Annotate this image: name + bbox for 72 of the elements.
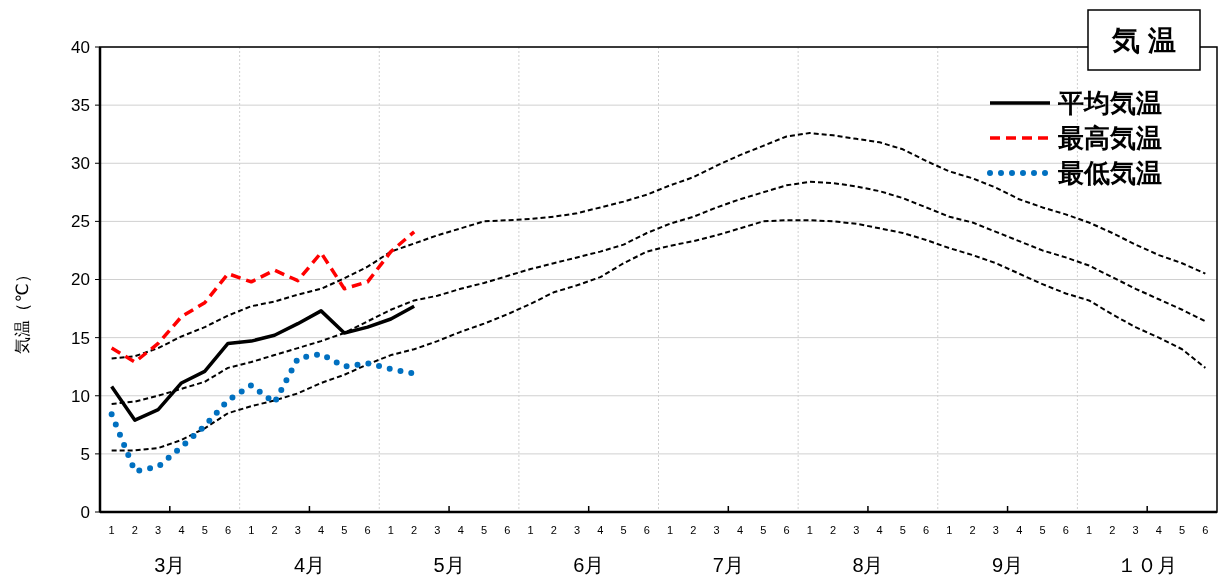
x-tick-label: 1: [387, 524, 394, 536]
x-tick-label: 4: [1016, 524, 1023, 536]
text: 8月: [852, 554, 884, 576]
y-tick-label: 10: [71, 386, 90, 406]
x-tick-label: 6: [1202, 524, 1209, 536]
x-tick-label: 3: [294, 524, 301, 536]
x-tick-label: 2: [550, 524, 557, 536]
x-tick-label: 4: [876, 524, 883, 536]
x-tick-label: 1: [806, 524, 813, 536]
y-axis-title: 気温（℃）: [13, 266, 32, 354]
x-tick-label: 3: [155, 524, 162, 536]
x-tick-label: 1: [248, 524, 255, 536]
x-tick-label: 6: [224, 524, 232, 536]
text: 7月: [712, 554, 744, 576]
x-tick-label: 1: [108, 524, 115, 536]
x-tick-label: 1: [946, 524, 953, 536]
legend-label: 最高気温: [1057, 123, 1162, 154]
x-tick-label: 5: [899, 524, 906, 536]
x-tick-label: 5: [480, 524, 488, 536]
x-tick-label: 5: [341, 524, 348, 536]
x-tick-label: 4: [178, 524, 185, 536]
x-tick-label: 3: [853, 524, 860, 536]
line-series: [109, 230, 416, 364]
legend-label: 平均気温: [1057, 88, 1162, 119]
text: １０月: [1117, 554, 1178, 576]
x-tick-label: 6: [504, 524, 511, 536]
x-tick-label: 2: [690, 524, 697, 536]
x-tick-label: 3: [1132, 524, 1139, 536]
text: 3月: [154, 554, 186, 576]
x-tick-label: 2: [1109, 524, 1116, 536]
x-tick-label: 2: [829, 524, 837, 536]
x-tick-label: 1: [1085, 524, 1093, 536]
y-tick-label: 5: [80, 444, 90, 464]
x-tick-label: 5: [1179, 524, 1186, 536]
text: 4月: [293, 554, 325, 576]
text: 5月: [433, 554, 465, 576]
x-tick-label: 4: [457, 524, 464, 536]
x-tick-label: 5: [201, 524, 208, 536]
x-tick-label: 2: [271, 524, 278, 536]
x-tick-label: 4: [736, 524, 744, 536]
y-tick-label: 20: [71, 270, 90, 290]
x-tick-label: 2: [411, 524, 418, 536]
x-tick-label: 6: [1062, 524, 1069, 536]
x-tick-label: 6: [364, 524, 371, 536]
x-tick-label: 4: [597, 524, 604, 536]
x-tick-label: 5: [1039, 524, 1046, 536]
x-tick-label: 6: [923, 524, 930, 536]
x-tick-label: 3: [992, 524, 999, 536]
chart-title: 気 温: [1111, 24, 1176, 56]
y-tick-label: 35: [71, 96, 90, 116]
x-tick-label: 3: [713, 524, 720, 536]
y-tick-label: 30: [71, 154, 90, 174]
x-tick-label: 3: [573, 524, 581, 536]
text: 6月: [573, 554, 605, 576]
y-tick-label: 25: [71, 212, 90, 232]
x-tick-label: 2: [969, 524, 976, 536]
x-tick-label: 1: [527, 524, 534, 536]
x-tick-label: 3: [434, 524, 441, 536]
line-series: [110, 219, 1207, 452]
x-tick-label: 4: [1155, 524, 1162, 536]
x-tick-label: 5: [760, 524, 767, 536]
y-tick-label: 15: [71, 328, 90, 348]
x-tick-label: 4: [318, 524, 325, 536]
x-tick-label: 1: [667, 524, 674, 536]
y-tick-label: 0: [80, 502, 90, 522]
x-tick-label: 2: [131, 524, 138, 536]
legend-label: 最低気温: [1057, 158, 1162, 189]
x-tick-label: 6: [783, 524, 790, 536]
text: 9月: [992, 554, 1024, 576]
x-tick-label: 6: [643, 524, 650, 536]
x-tick-label: 5: [620, 524, 627, 536]
y-tick-label: 40: [71, 37, 90, 57]
